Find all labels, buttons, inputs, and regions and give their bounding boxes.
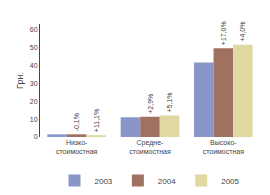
svg-text:2004: 2004 — [158, 177, 176, 186]
svg-text:20: 20 — [30, 98, 38, 105]
svg-text:40: 40 — [30, 62, 38, 69]
svg-text:2003: 2003 — [95, 177, 113, 186]
svg-text:2005: 2005 — [221, 177, 239, 186]
svg-text:-0,1%: -0,1% — [73, 113, 80, 131]
svg-text:10: 10 — [30, 116, 38, 123]
svg-text:50: 50 — [30, 44, 38, 51]
svg-text:+4,0%: +4,0% — [239, 22, 246, 42]
svg-text:30: 30 — [30, 80, 38, 87]
svg-text:+5,1%: +5,1% — [166, 92, 173, 112]
svg-text:Среднe-стоимостная: Среднe-стоимостная — [129, 139, 171, 155]
svg-text:+17,0%: +17,0% — [220, 21, 227, 45]
svg-text:Высоко-стоимостная: Высоко-стоимостная — [203, 139, 245, 155]
svg-text:Низко-стоимостная: Низко-стоимостная — [56, 139, 98, 155]
svg-text:0: 0 — [34, 133, 38, 140]
svg-text:+11,1%: +11,1% — [93, 109, 100, 132]
svg-text:+2,9%: +2,9% — [147, 94, 154, 114]
svg-text:Грн.: Грн. — [15, 72, 25, 89]
svg-text:60: 60 — [30, 26, 38, 33]
